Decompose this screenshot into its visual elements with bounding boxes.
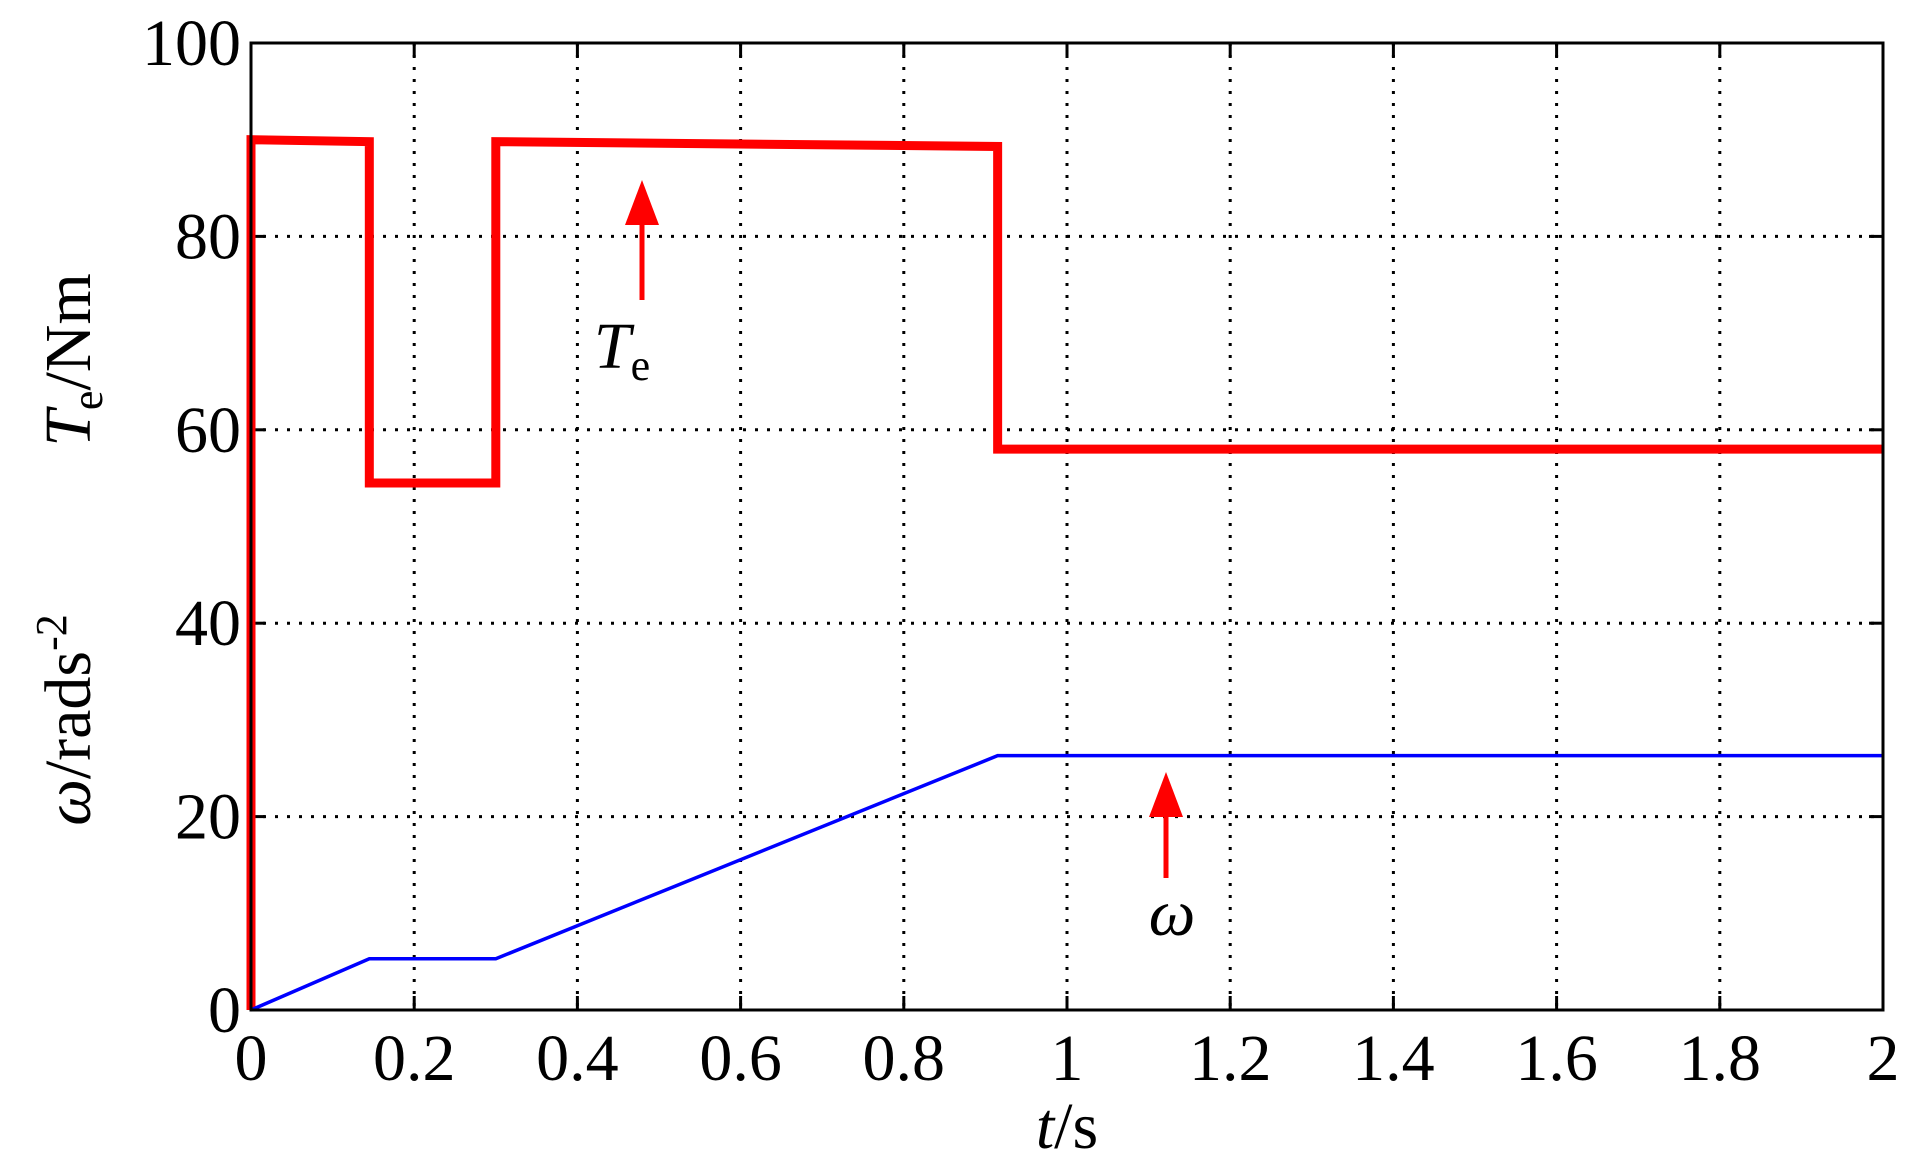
x-tick-label: 2 — [1867, 1022, 1900, 1095]
annotation-label: ω — [1149, 877, 1196, 950]
x-axis-label-unit: /s — [1054, 1090, 1098, 1163]
y-axis-label-unit: /rads — [32, 651, 105, 779]
x-tick-label: 1.8 — [1679, 1022, 1762, 1095]
y-tick-label: 80 — [175, 200, 241, 273]
x-tick-label: 1.4 — [1352, 1022, 1435, 1095]
y-tick-label: 40 — [175, 587, 241, 660]
plot-frame — [249, 41, 1885, 1012]
series-line — [250, 753, 1883, 1012]
x-tick-label: 1.2 — [1189, 1022, 1272, 1095]
x-axis-label-symbol: t — [1036, 1090, 1056, 1163]
x-tick-label: 0.4 — [536, 1022, 619, 1095]
series-line — [246, 135, 1883, 1010]
annotation-arrowhead — [625, 180, 659, 225]
y-axis-label-superscript: -2 — [27, 614, 76, 651]
y-axis-label-unit: /Nm — [32, 273, 105, 390]
y-tick-label: 100 — [142, 7, 241, 80]
annotation-label: Te — [594, 310, 650, 390]
x-tick-label: 1 — [1051, 1022, 1084, 1095]
y-tick-label: 20 — [175, 781, 241, 854]
x-tick-label: 0.8 — [863, 1022, 946, 1095]
x-axis-label: t/s — [1036, 1090, 1098, 1163]
y-axis-label: ω/rads-2 — [27, 614, 105, 826]
annotation-label-symbol: T — [594, 310, 635, 383]
x-tick-label: 0 — [235, 1022, 268, 1095]
x-tick-label: 0.6 — [699, 1022, 782, 1095]
x-tick-label: 0.2 — [373, 1022, 456, 1095]
annotation-label-symbol: ω — [1149, 877, 1196, 950]
y-axis-label-symbol: T — [32, 406, 105, 447]
annotation-arrowhead — [1149, 772, 1183, 817]
annotation-label-subscript: e — [631, 341, 651, 390]
y-tick-label: 0 — [208, 974, 241, 1047]
y-tick-label: 60 — [175, 394, 241, 467]
y-axis-label-subscript: e — [63, 391, 112, 411]
y-axis-label: Te/Nm — [32, 273, 112, 447]
x-tick-label: 1.6 — [1515, 1022, 1598, 1095]
y-axis-label-symbol: ω — [32, 779, 105, 826]
